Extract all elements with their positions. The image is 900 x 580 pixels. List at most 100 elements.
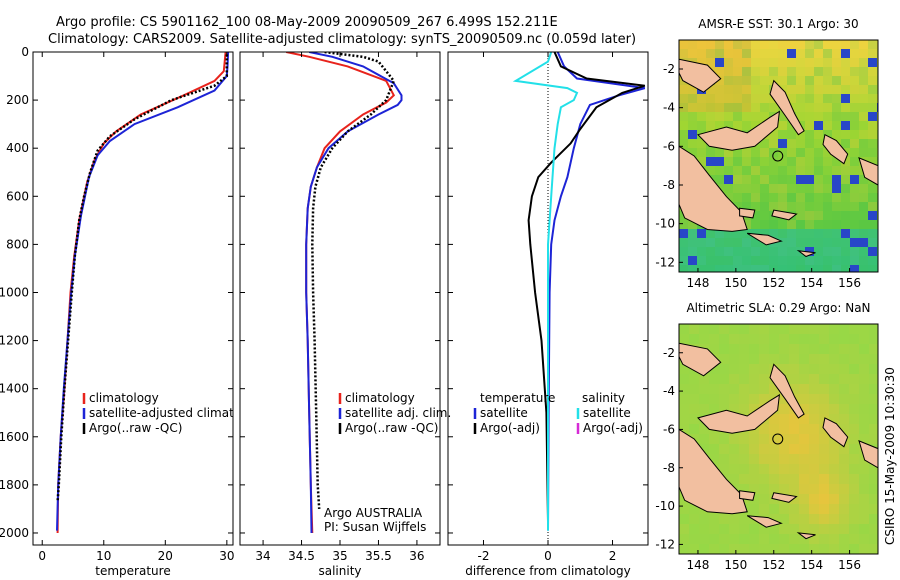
map-cell: [829, 464, 840, 475]
map-cell: [739, 484, 750, 495]
annotation-argo-program: Argo AUSTRALIA: [324, 506, 423, 520]
map-cell: [749, 404, 760, 415]
map-cell: [849, 354, 860, 365]
map-cell: [849, 514, 860, 525]
map-cell: [859, 220, 869, 230]
map-cell: [749, 534, 760, 545]
map-cell: [751, 175, 761, 185]
map-cell: [823, 184, 833, 194]
map-cell: [823, 256, 833, 266]
map-cell: [839, 364, 850, 375]
map-cell: [805, 193, 815, 203]
map-cell: [679, 112, 689, 122]
map-cell: [787, 202, 797, 212]
map-cell: [823, 67, 833, 77]
map-cell: [742, 103, 752, 113]
map-cell: [759, 454, 770, 465]
map-y-tick-label: -4: [663, 101, 675, 115]
map-cell: [814, 211, 824, 221]
map-cell: [849, 534, 860, 545]
map-cell: [805, 256, 815, 266]
map-cell: [869, 544, 878, 554]
map-cell: [697, 121, 707, 131]
x-axis-label: temperature: [95, 564, 170, 578]
map-cell: [749, 434, 760, 445]
series-group: [285, 52, 403, 534]
map-cell: [799, 344, 810, 355]
map-cell: [751, 58, 761, 68]
map-cell: [769, 474, 780, 485]
map-cell: [769, 544, 780, 554]
series-line-argo-adj-temperature-: [527, 52, 646, 522]
map-cell: [805, 175, 815, 185]
map-cell: [719, 334, 730, 345]
map-cell: [679, 49, 689, 59]
map-cell: [779, 394, 790, 405]
map-cell: [869, 374, 878, 385]
map-cell: [819, 344, 830, 355]
map-cell: [850, 211, 860, 221]
map-cell: [733, 121, 743, 131]
map-x-tick-label: 148: [686, 558, 709, 572]
map-cell: [739, 474, 750, 485]
map-cell: [796, 166, 806, 176]
map-cell: [689, 404, 700, 415]
map-cell: [829, 544, 840, 554]
map-cell: [849, 414, 860, 425]
map-cell: [760, 148, 770, 158]
map-cell: [715, 157, 725, 167]
map-cell: [679, 374, 690, 385]
map-cell: [868, 67, 878, 77]
map-cell: [751, 94, 761, 104]
map-cell: [759, 384, 770, 395]
map-cell: [699, 444, 710, 455]
map-cell: [823, 157, 833, 167]
map-cell: [739, 404, 750, 415]
map-cell: [697, 103, 707, 113]
map-cell: [709, 344, 720, 355]
map-cell: [859, 121, 869, 131]
map-cell: [769, 514, 780, 525]
map-cell: [823, 220, 833, 230]
map-cell: [859, 534, 870, 545]
map-cell: [689, 324, 700, 335]
map-y-tick-label: -12: [655, 537, 675, 551]
map-cell: [841, 184, 851, 194]
map-cell: [805, 184, 815, 194]
map-cell: [779, 504, 790, 515]
series-line-satellite-temperature-: [547, 52, 646, 531]
map-cell: [850, 193, 860, 203]
map-landmass: [679, 428, 748, 515]
map-cell: [832, 256, 842, 266]
map-landmass: [679, 58, 722, 93]
map-cell: [769, 504, 780, 515]
map-cell: [679, 130, 689, 140]
y-tick-label: 1200: [0, 334, 29, 348]
legend-difference: temperature salinitysatelliteArgo(-adj)sa…: [473, 391, 643, 435]
map-cell: [789, 544, 800, 554]
map-cell: [689, 544, 700, 554]
y-tick-label: 1000: [0, 285, 29, 299]
map-cell: [809, 444, 820, 455]
map-cell: [742, 148, 752, 158]
map-cell: [679, 424, 690, 435]
map-cell: [814, 58, 824, 68]
map-cell: [688, 229, 698, 239]
map-landmass: [858, 157, 878, 186]
map-cell: [787, 247, 797, 257]
map-cell: [751, 40, 761, 50]
map-cell: [829, 344, 840, 355]
map-cell: [697, 238, 707, 248]
map-cell: [859, 494, 870, 505]
map-cell: [796, 256, 806, 266]
map-cell: [787, 193, 797, 203]
legend-item-temp-argo: Argo(-adj): [480, 421, 540, 435]
map-cell: [729, 444, 740, 455]
map-cell: [769, 484, 780, 495]
map-cell: [742, 76, 752, 86]
map-landmass: [822, 417, 849, 448]
side-timestamp: CSIRO 15-May-2009 10:30:30: [883, 367, 897, 545]
map-cell: [823, 85, 833, 95]
map-cell: [814, 112, 824, 122]
map-cell: [823, 58, 833, 68]
